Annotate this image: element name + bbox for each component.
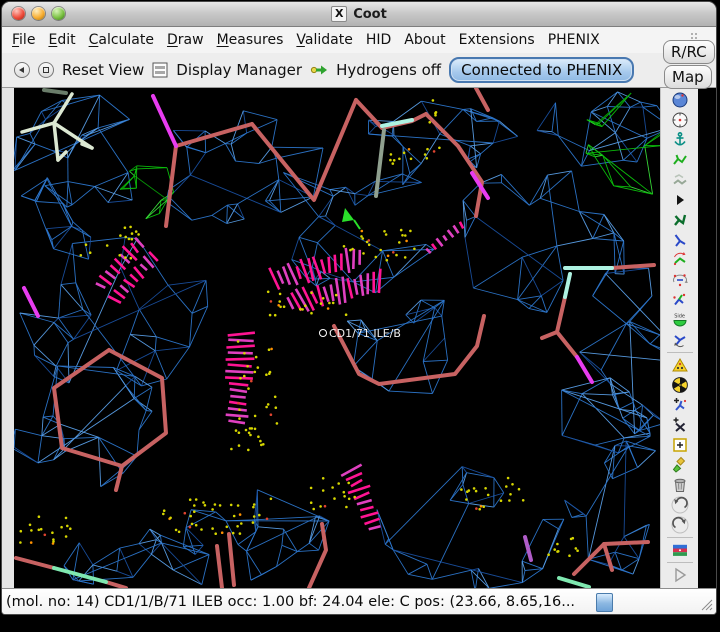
status-bar: (mol. no: 14) CD1/1/B/71 ILEB occ: 1.00 … bbox=[2, 588, 716, 614]
sidebar-separator bbox=[666, 352, 693, 353]
close-window-button[interactable] bbox=[12, 7, 25, 20]
map-button[interactable]: Map bbox=[664, 65, 712, 89]
menu-extensions[interactable]: Extensions bbox=[458, 32, 535, 48]
rigid-body-fit-icon[interactable] bbox=[667, 150, 693, 170]
toolbar-grip-handle[interactable] bbox=[690, 32, 698, 40]
delete-item-icon[interactable] bbox=[667, 475, 693, 495]
auto-fit-rotamer-icon[interactable] bbox=[667, 190, 693, 210]
atom-label: CD1/71 ILE/B bbox=[329, 327, 401, 340]
menu-draw[interactable]: Draw bbox=[166, 32, 204, 48]
flip-peptide-icon[interactable] bbox=[667, 270, 693, 290]
right-gutter bbox=[698, 88, 716, 588]
minimize-window-button[interactable] bbox=[32, 7, 45, 20]
simple-mutate-icon[interactable] bbox=[667, 375, 693, 395]
add-alt-conf-icon[interactable] bbox=[667, 415, 693, 435]
run-script-icon[interactable] bbox=[667, 565, 693, 585]
reset-view-button[interactable]: Reset View bbox=[62, 61, 145, 79]
molecular-viewport[interactable]: CD1/71 ILE/B bbox=[9, 86, 687, 592]
connected-to-phenix-button[interactable]: Connected to PHENIX bbox=[449, 57, 635, 83]
regularize-zone-icon[interactable] bbox=[667, 110, 693, 130]
side-180-flip-icon[interactable]: Side bbox=[667, 310, 693, 330]
left-gutter bbox=[2, 88, 14, 588]
zoom-window-button[interactable] bbox=[52, 7, 65, 20]
menu-file[interactable]: File bbox=[12, 32, 36, 48]
jed-flip-icon[interactable] bbox=[667, 330, 693, 350]
place-atom-icon[interactable] bbox=[667, 435, 693, 455]
sphere-refine-icon[interactable] bbox=[667, 90, 693, 110]
menu-hid[interactable]: HID bbox=[365, 32, 392, 48]
mutate-autofit-icon[interactable] bbox=[667, 355, 693, 375]
main-toolbar: Reset View Display Manager Hydrogens off… bbox=[2, 53, 716, 88]
rotate-translate-icon[interactable] bbox=[667, 170, 693, 190]
flag-icon[interactable] bbox=[667, 540, 693, 560]
menu-phenix[interactable]: PHENIX bbox=[547, 32, 600, 48]
title-bar[interactable]: X Coot bbox=[2, 2, 716, 27]
fix-atom-anchor-icon[interactable] bbox=[667, 130, 693, 150]
redo-icon[interactable] bbox=[667, 515, 693, 535]
add-terminal-residue-icon[interactable] bbox=[667, 395, 693, 415]
menu-about[interactable]: About bbox=[404, 32, 446, 48]
status-scrollbar-thumb[interactable] bbox=[596, 593, 613, 612]
menu-edit[interactable]: Edit bbox=[48, 32, 76, 48]
coot-window: X Coot File Edit Calculate Draw Measures Vali… bbox=[2, 2, 716, 614]
modelling-toolbar: Side bbox=[660, 88, 698, 588]
window-title: Coot bbox=[353, 6, 387, 22]
resize-grip[interactable] bbox=[700, 598, 713, 611]
status-text: (mol. no: 14) CD1/1/B/71 ILEB occ: 1.00 … bbox=[6, 593, 576, 610]
menu-measures[interactable]: Measures bbox=[216, 32, 284, 48]
display-manager-button[interactable]: Display Manager bbox=[176, 61, 303, 79]
sidebar-separator bbox=[666, 562, 693, 563]
toolbar-back-button[interactable] bbox=[14, 62, 30, 78]
sidebar-separator bbox=[666, 537, 693, 538]
hydrogens-toggle-button[interactable]: Hydrogens off bbox=[336, 61, 442, 79]
rotamers-icon[interactable] bbox=[667, 210, 693, 230]
rrc-button[interactable]: R/RC bbox=[663, 40, 715, 64]
hydrogens-toggle-icon bbox=[310, 65, 328, 75]
sidechain-flip-icon[interactable] bbox=[667, 290, 693, 310]
menu-validate[interactable]: Validate bbox=[296, 32, 353, 48]
torsion-general-icon[interactable] bbox=[667, 250, 693, 270]
menu-bar: File Edit Calculate Draw Measures Validate HID… bbox=[2, 27, 716, 53]
menu-calculate[interactable]: Calculate bbox=[88, 32, 154, 48]
display-manager-icon bbox=[152, 62, 168, 78]
fill-partial-residue-icon[interactable] bbox=[667, 455, 693, 475]
edit-chi-angles-icon[interactable] bbox=[667, 230, 693, 250]
svg-text:Side: Side bbox=[674, 314, 685, 320]
x11-app-icon: X bbox=[331, 6, 348, 22]
undo-icon[interactable] bbox=[667, 495, 693, 515]
toolbar-stop-button[interactable] bbox=[38, 62, 54, 78]
